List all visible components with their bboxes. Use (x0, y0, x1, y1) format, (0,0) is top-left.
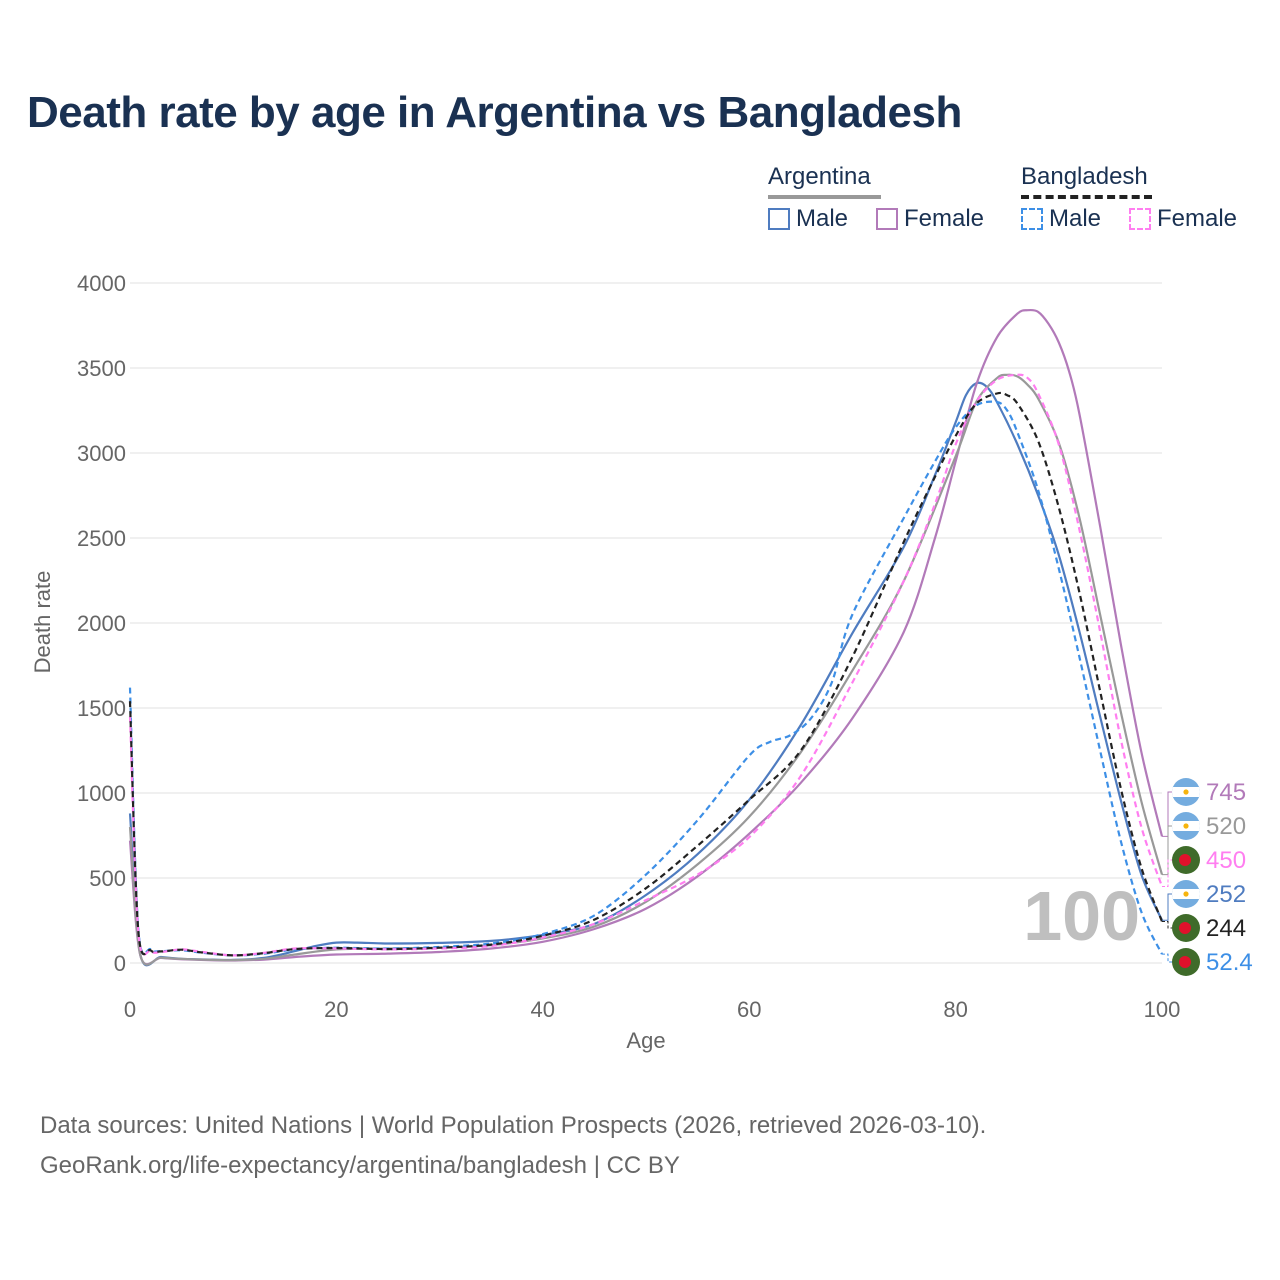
source-note: Data sources: United Nations | World Pop… (40, 1106, 986, 1186)
end-label-argentina-female: 745 (1206, 779, 1246, 806)
end-label-bangladesh-female: 450 (1206, 847, 1246, 874)
y-tick-label: 2500 (77, 526, 126, 551)
x-tick-label: 100 (1144, 997, 1181, 1022)
series-line-argentina-total[interactable] (128, 373, 1164, 966)
y-tick-label: 4000 (77, 271, 126, 296)
series-lines (128, 308, 1164, 967)
legend-box-bangladesh-male (1021, 208, 1043, 230)
y-tick-label: 3000 (77, 441, 126, 466)
end-label-bangladesh-total: 244 (1206, 915, 1246, 942)
x-tick-label: 0 (124, 997, 136, 1022)
legend-group-bangladesh-label: Bangladesh (1021, 163, 1148, 190)
legend-group-argentina-swatch (768, 195, 881, 199)
legend-box-argentina-female (876, 208, 898, 230)
x-tick-label: 20 (324, 997, 348, 1022)
x-tick-label: 80 (943, 997, 967, 1022)
legend-box-bangladesh-female (1129, 208, 1151, 230)
series-line-bangladesh-male[interactable] (128, 400, 1163, 957)
x-tick-labels: 0 20 40 60 80 100 (124, 997, 1180, 1022)
series-line-bangladesh-total[interactable] (128, 391, 1164, 957)
y-tick-label: 0 (114, 951, 126, 976)
flag-bangladesh-icon (1172, 846, 1200, 874)
end-connector-argentina-male (1162, 893, 1172, 921)
end-connector-bangladesh-total (1162, 921, 1172, 929)
series-line-bangladesh-female[interactable] (128, 373, 1164, 957)
legend-group-argentina[interactable]: Argentina (768, 163, 881, 199)
x-tick-label: 40 (531, 997, 555, 1022)
flag-argentina-icon (1172, 778, 1200, 806)
legend-group-argentina-label: Argentina (768, 163, 871, 190)
flag-argentina-icon (1172, 812, 1200, 840)
legend-group-bangladesh-swatch (1021, 195, 1152, 199)
end-label-bangladesh-male: 52.4 (1206, 949, 1253, 976)
y-tick-label: 500 (89, 866, 126, 891)
series-line-argentina-female[interactable] (128, 308, 1164, 966)
chart-title: Death rate by age in Argentina vs Bangla… (27, 88, 962, 137)
x-axis-title: Age (626, 1028, 665, 1053)
end-labels: 745 520 450 252 244 52.4 (1162, 778, 1253, 976)
legend-group-bangladesh[interactable]: Bangladesh (1021, 163, 1152, 199)
flag-argentina-icon (1172, 880, 1200, 908)
legend-label-argentina-female: Female (904, 205, 985, 232)
end-label-argentina-male: 252 (1206, 881, 1246, 908)
y-tick-labels: 0 500 1000 1500 2000 2500 3000 3500 4000 (77, 271, 126, 976)
end-connector-bangladesh-female (1162, 859, 1172, 887)
y-tick-label: 1000 (77, 781, 126, 806)
end-connector-bangladesh-male (1162, 953, 1172, 963)
flag-bangladesh-icon (1172, 914, 1200, 942)
flag-bangladesh-icon (1172, 948, 1200, 976)
end-connector-argentina-total (1162, 825, 1172, 876)
y-tick-label: 3500 (77, 356, 126, 381)
grid-lines (130, 282, 1162, 964)
legend-label-bangladesh-male: Male (1049, 205, 1102, 232)
year-watermark: 100 (1023, 877, 1140, 955)
source-line-2[interactable]: GeoRank.org/life-expectancy/argentina/ba… (40, 1152, 680, 1179)
legend-box-argentina-male (768, 208, 790, 230)
source-line-1: Data sources: United Nations | World Pop… (40, 1112, 987, 1139)
y-tick-label: 1500 (77, 696, 126, 721)
x-tick-label: 60 (737, 997, 761, 1022)
y-axis-title: Death rate (30, 571, 55, 674)
legend-label-argentina-male: Male (796, 205, 849, 232)
y-tick-label: 2000 (77, 611, 126, 636)
end-label-argentina-total: 520 (1206, 813, 1246, 840)
end-connector-argentina-female (1162, 791, 1172, 837)
legend-label-bangladesh-female: Female (1157, 205, 1238, 232)
